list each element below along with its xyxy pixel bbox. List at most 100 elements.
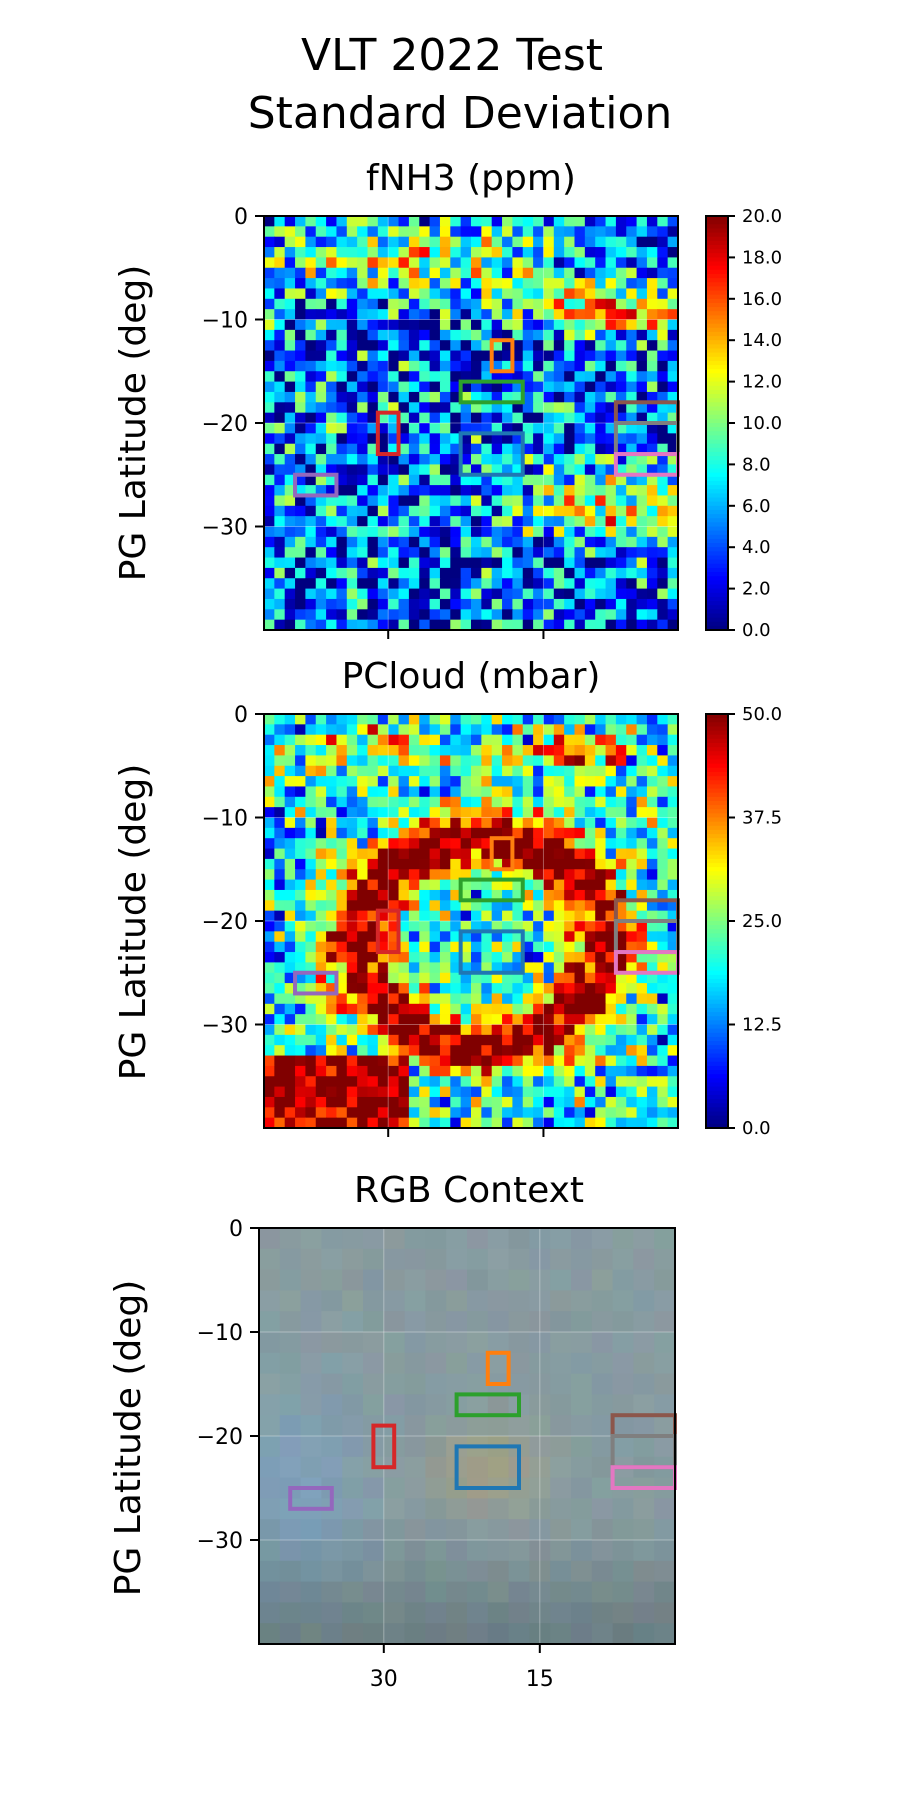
heatmap-cell — [274, 817, 286, 829]
heatmap-cell — [481, 858, 493, 870]
heatmap-cell — [419, 745, 431, 756]
heatmap-cell — [502, 495, 513, 507]
heatmap-cell — [367, 495, 379, 507]
heatmap-cell — [284, 910, 296, 922]
heatmap-cell — [491, 972, 503, 984]
heatmap-cell — [626, 288, 638, 300]
heatmap-cell — [508, 1540, 530, 1562]
heatmap-cell — [357, 796, 369, 808]
heatmap-cell — [667, 547, 679, 559]
heatmap-cell — [284, 1055, 296, 1067]
heatmap-cell — [388, 588, 400, 600]
heatmap-cell — [522, 598, 534, 610]
heatmap-cell — [502, 983, 513, 995]
heatmap-cell — [284, 1034, 296, 1046]
heatmap-cell — [326, 941, 338, 953]
colorbar-segment — [706, 949, 728, 955]
heatmap-cell — [404, 1560, 426, 1583]
heatmap-cell — [259, 1269, 281, 1291]
heatmap-cell — [460, 247, 472, 258]
heatmap-cell — [284, 433, 296, 445]
heatmap-cell — [646, 1014, 658, 1026]
heatmap-cell — [346, 827, 358, 839]
heatmap-cell — [595, 827, 607, 839]
heatmap-cell — [408, 536, 420, 548]
colorbar-segment — [706, 780, 728, 785]
heatmap-cell — [357, 329, 369, 341]
heatmap-cell — [491, 745, 503, 756]
heatmap-cell — [522, 247, 534, 258]
heatmap-cell — [419, 776, 431, 788]
heatmap-cell — [300, 1540, 322, 1562]
heatmap-cell — [357, 247, 369, 258]
heatmap-cell — [564, 879, 576, 891]
heatmap-cell — [419, 319, 431, 331]
heatmap-cell — [626, 1107, 638, 1119]
heatmap-cell — [584, 910, 596, 922]
heatmap-cell — [408, 298, 420, 310]
heatmap-cell — [429, 983, 441, 995]
heatmap-cell — [491, 495, 503, 507]
heatmap-cell — [363, 1269, 385, 1291]
heatmap-cell — [357, 236, 369, 248]
heatmap-cell — [439, 1086, 451, 1098]
heatmap-cell — [388, 454, 400, 465]
heatmap-cell — [357, 817, 369, 829]
heatmap-cell — [367, 734, 379, 746]
heatmap-cell — [336, 433, 348, 445]
heatmap-cell — [305, 755, 317, 767]
heatmap-cell — [636, 1096, 648, 1108]
heatmap-cell — [615, 257, 627, 269]
heatmap-cell — [429, 474, 441, 486]
heatmap-cell — [667, 236, 679, 248]
heatmap-cell — [367, 516, 379, 528]
heatmap-cell — [460, 983, 472, 995]
heatmap-cell — [460, 962, 472, 974]
y-tick-label: −10 — [202, 807, 248, 832]
heatmap-cell — [522, 827, 534, 839]
heatmap-cell — [321, 1415, 343, 1437]
heatmap-cell — [321, 1269, 343, 1291]
heatmap-cell — [667, 433, 679, 445]
heatmap-cell — [259, 1373, 281, 1395]
heatmap-cell — [419, 516, 431, 528]
heatmap-cell — [439, 443, 451, 455]
heatmap-cell — [471, 1014, 482, 1026]
colorbar-segment — [706, 621, 728, 627]
heatmap-cell — [605, 340, 617, 352]
heatmap-cell — [357, 1003, 369, 1015]
heatmap-cell — [667, 1055, 679, 1067]
heatmap-cell — [305, 598, 317, 610]
heatmap-cell — [481, 1003, 493, 1015]
colorbar-segment — [706, 1045, 728, 1050]
heatmap-cell — [408, 889, 420, 901]
heatmap-cell — [305, 952, 317, 963]
heatmap-cell — [481, 298, 493, 310]
heatmap-cell — [398, 807, 410, 819]
heatmap-cell — [574, 869, 586, 881]
heatmap-cell — [543, 993, 555, 1005]
heatmap-cell — [326, 1014, 338, 1026]
colorbar-segment — [706, 730, 728, 736]
heatmap-cell — [300, 1311, 322, 1333]
heatmap-cell — [404, 1269, 426, 1291]
heatmap-cell — [657, 505, 669, 517]
heatmap-cell — [284, 1117, 296, 1129]
heatmap-cell — [419, 505, 431, 517]
heatmap-cell — [522, 505, 534, 517]
heatmap-cell — [605, 910, 617, 922]
heatmap-cell — [543, 910, 555, 922]
heatmap-cell — [512, 526, 524, 538]
heatmap-cell — [408, 983, 420, 995]
heatmap-cell — [336, 983, 348, 995]
heatmap-cell — [264, 776, 275, 788]
heatmap-cell — [398, 838, 410, 850]
heatmap-cell — [553, 1117, 565, 1129]
heatmap-cell — [605, 257, 617, 269]
heatmap-cell — [264, 786, 275, 798]
heatmap-cell — [487, 1248, 510, 1271]
heatmap-cell — [626, 827, 638, 839]
heatmap-cell — [264, 609, 275, 621]
heatmap-cell — [512, 745, 524, 756]
heatmap-cell — [274, 776, 286, 788]
